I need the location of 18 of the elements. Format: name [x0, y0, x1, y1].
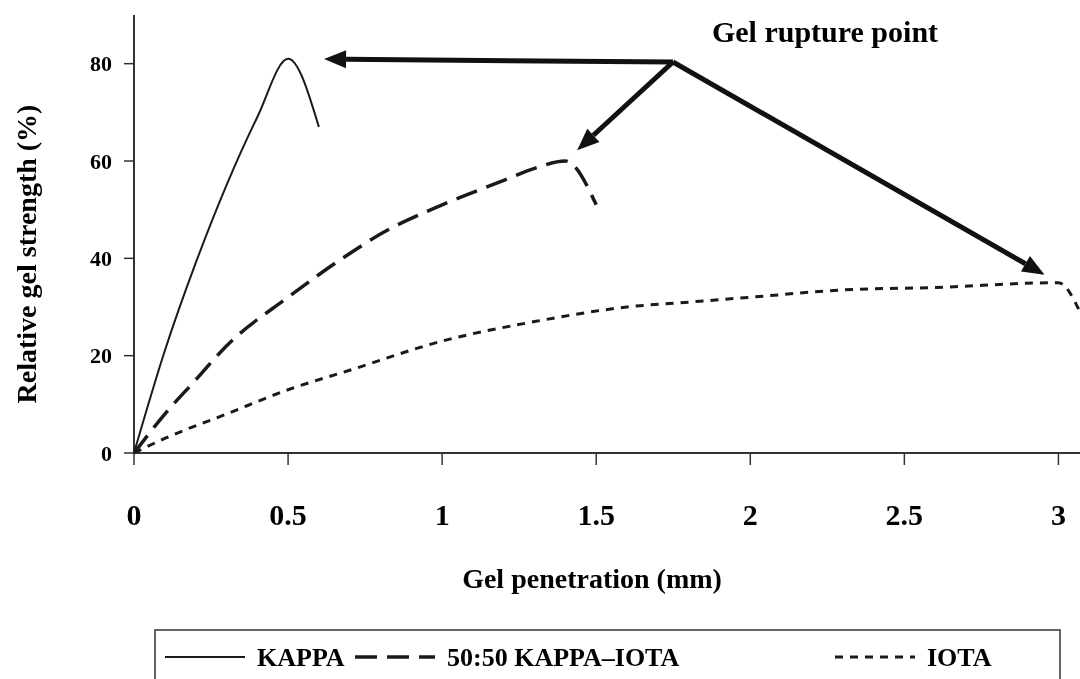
x-axis-title: Gel penetration (mm) — [462, 563, 722, 594]
y-tick-label: 40 — [90, 246, 112, 272]
annotation: Gel rupture point — [711, 15, 939, 48]
x-tick-label: 0 — [126, 498, 142, 531]
x-tick-label: 1.5 — [577, 498, 615, 531]
legend-label: KAPPA — [257, 643, 345, 673]
x-tick-label: 3 — [1050, 498, 1066, 531]
legend-label: IOTA — [927, 643, 992, 673]
x-tick-label: 2.5 — [885, 498, 924, 531]
y-tick-label: 20 — [90, 343, 112, 369]
y-tick-label: 0 — [101, 440, 112, 466]
x-tick-label: 2 — [742, 498, 758, 531]
x-tick-label: 1 — [434, 498, 450, 531]
legend-label: 50:50 KAPPA–IOTA — [447, 643, 680, 673]
y-tick-label: 60 — [90, 148, 112, 174]
y-tick-label: 80 — [90, 51, 112, 77]
x-tick-label: 0.5 — [269, 498, 307, 531]
y-axis-title: Relative gel strength (%) — [11, 104, 42, 404]
